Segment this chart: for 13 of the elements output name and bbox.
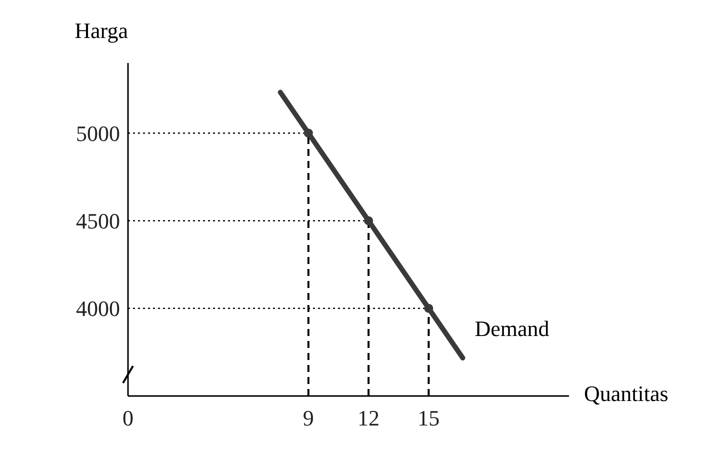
- x-tick-label: 15: [418, 406, 440, 431]
- point: [424, 304, 434, 313]
- x-tick-label: 9: [302, 406, 314, 431]
- point: [304, 128, 313, 138]
- x-tick-label: 0: [122, 406, 134, 431]
- series-label: Demand: [474, 316, 550, 341]
- x-tick-label: 12: [358, 406, 380, 431]
- y-tick-label: 5000: [76, 120, 120, 146]
- point: [364, 216, 374, 226]
- y-axis-title: Harga: [74, 18, 128, 43]
- y-tick-label: 4000: [76, 296, 120, 322]
- y-tick-label: 4500: [76, 208, 120, 234]
- x-axis-title: Quantitas: [584, 381, 668, 406]
